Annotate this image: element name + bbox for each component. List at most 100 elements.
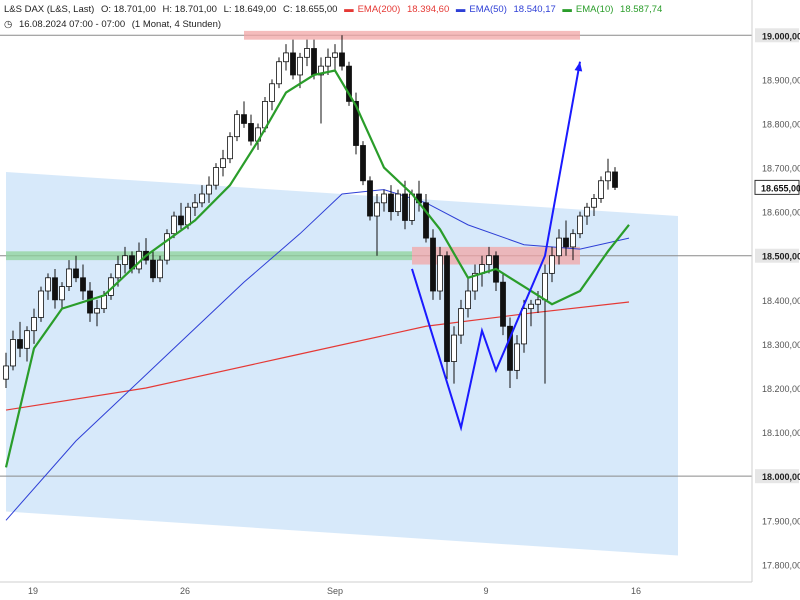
current-price-bg <box>754 179 800 195</box>
price-axis <box>752 0 800 600</box>
current-price-label: 18.655,00 <box>761 183 800 193</box>
candle-up <box>192 202 198 208</box>
candle-up <box>514 343 520 371</box>
y-tick-label: 18.400,00 <box>762 296 800 306</box>
candle-up <box>458 308 464 336</box>
clock-icon: ◷ <box>4 19 13 30</box>
ema10-line <box>4 69 630 468</box>
candle-up <box>276 61 282 85</box>
candle-up <box>206 184 212 195</box>
x-tick-label: Sep <box>327 586 343 596</box>
level-label-bg <box>755 248 799 263</box>
candle-up <box>227 136 233 160</box>
candle-up <box>381 193 387 204</box>
candle-up <box>213 167 219 186</box>
ema50-legend-value: 18.540,17 <box>513 4 556 15</box>
candle-down <box>388 193 394 213</box>
candle-down <box>612 171 618 188</box>
ema200-line <box>5 301 630 411</box>
ema10-legend-label: EMA(10) <box>575 4 614 15</box>
candle-down <box>430 237 436 292</box>
symbol-label: L&S DAX (L&S, Last) <box>4 4 95 15</box>
date-range: 16.08.2024 07:00 - 07:00 <box>18 19 126 30</box>
candle-up <box>395 193 401 213</box>
candle-down <box>73 268 79 279</box>
candle-up <box>304 48 310 58</box>
y-tick-label: 17.800,00 <box>762 560 800 570</box>
candle-up <box>528 303 534 310</box>
arrow-head <box>574 61 583 72</box>
candle-up <box>157 259 163 279</box>
level-label-bg <box>755 28 799 43</box>
support-zone-green <box>6 251 412 261</box>
y-tick-label: 18.600,00 <box>762 208 800 218</box>
candle-up <box>38 290 44 318</box>
close-value: C: 18.655,00 <box>283 4 338 15</box>
candle-up <box>570 233 576 248</box>
candle-up <box>584 206 590 217</box>
candle-down <box>339 52 345 67</box>
x-tick-label: 16 <box>631 586 641 596</box>
ema50-legend-dash: ▬ <box>455 4 466 15</box>
candle-down <box>241 114 247 124</box>
candle-down <box>507 325 513 371</box>
candle-up <box>374 202 380 217</box>
candle-down <box>353 101 359 146</box>
ema50-line <box>5 189 630 521</box>
y-tick-label: 18.800,00 <box>762 119 800 129</box>
candle-up <box>10 339 16 367</box>
candle-up <box>101 295 107 310</box>
candle-up <box>472 272 478 292</box>
ema10-legend-value: 18.587,74 <box>620 4 663 15</box>
trend-channel <box>6 171 678 556</box>
candle-down <box>248 123 254 142</box>
x-tick-label: 9 <box>483 586 488 596</box>
candle-down <box>311 48 317 76</box>
level-label: 18.000,00 <box>762 472 800 482</box>
candle-down <box>150 259 156 279</box>
y-tick-label: 18.200,00 <box>762 384 800 394</box>
y-tick-label: 18.700,00 <box>762 164 800 174</box>
candle-down <box>444 255 450 362</box>
candle-down <box>17 339 23 349</box>
watermark-logo: stock³ <box>3 515 116 555</box>
ema200-legend-value: 18.394,60 <box>406 4 450 15</box>
level-label: 19.000,00 <box>762 31 800 41</box>
candle-down <box>290 52 296 76</box>
candle-up <box>45 277 51 292</box>
candle-up <box>171 215 177 235</box>
candle-up <box>115 264 121 279</box>
candle-up <box>598 180 604 199</box>
candle-up <box>283 52 289 63</box>
candle-up <box>59 286 65 301</box>
projection-path <box>411 61 581 432</box>
candle-up <box>605 171 611 182</box>
candle-down <box>500 281 506 327</box>
candle-up <box>220 158 226 168</box>
ema200-legend-label: EMA(200) <box>357 4 401 15</box>
candle-up <box>451 334 457 362</box>
high-value: H: 18.701,00 <box>162 4 217 15</box>
x-tick-label: 19 <box>28 586 38 596</box>
candle-down <box>423 202 429 239</box>
candle-up <box>521 308 527 345</box>
open-value: O: 18.701,00 <box>100 4 156 15</box>
candle-up <box>66 268 72 287</box>
candle-down <box>563 237 569 248</box>
candle-up <box>31 317 37 332</box>
candle-up <box>234 114 240 138</box>
level-label: 18.500,00 <box>762 252 800 262</box>
candle-up <box>465 290 471 310</box>
candle-down <box>52 277 58 301</box>
x-tick-label: 26 <box>180 586 190 596</box>
candle-down <box>87 290 93 314</box>
y-tick-label: 18.300,00 <box>762 340 800 350</box>
y-tick-label: 17.900,00 <box>762 516 800 526</box>
ema50-legend-label: EMA(50) <box>469 4 507 15</box>
candle-down <box>367 180 373 217</box>
candle-up <box>325 56 331 67</box>
candle-down <box>80 277 86 292</box>
candle-down <box>178 215 184 226</box>
candle-up <box>269 83 275 102</box>
